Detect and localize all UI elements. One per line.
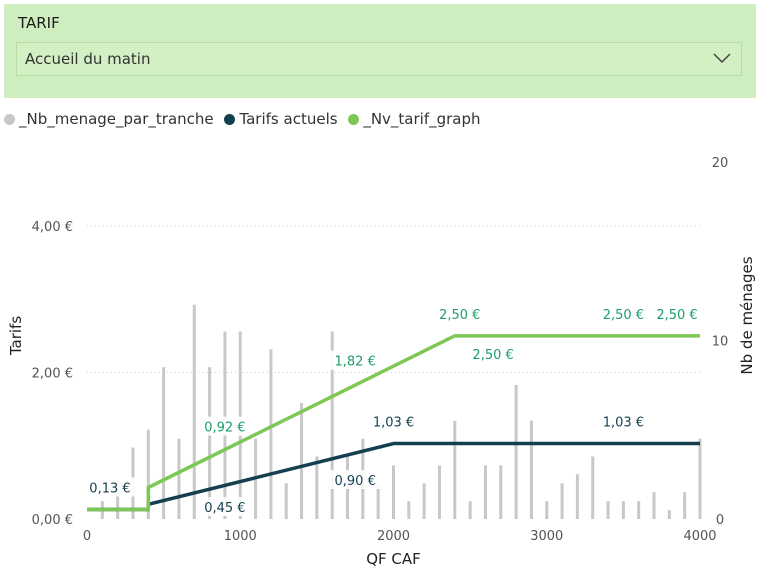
bar bbox=[621, 501, 625, 519]
bar bbox=[637, 501, 641, 519]
data-label-bg bbox=[199, 497, 250, 517]
legend-dot-current bbox=[224, 114, 236, 125]
data-label-bg bbox=[199, 416, 250, 436]
chart-legend: _Nb_menage_par_tranche Tarifs actuels _N… bbox=[4, 110, 487, 130]
bar bbox=[698, 438, 702, 519]
bar bbox=[560, 483, 564, 519]
bar bbox=[529, 420, 533, 519]
legend-item-new[interactable]: _Nv_tarif_graph bbox=[348, 110, 481, 128]
legend-item-bars[interactable]: _Nb_menage_par_tranche bbox=[4, 110, 214, 128]
data-label-bg bbox=[598, 411, 649, 431]
data-label-bg bbox=[84, 477, 135, 497]
y2-tick-label: 10 bbox=[712, 334, 729, 349]
data-label: 2,50 € bbox=[472, 348, 513, 363]
y2-axis-title: Nb de ménages bbox=[738, 256, 756, 374]
x-axis-title: QF CAF bbox=[366, 550, 421, 568]
y-tick-label: 2,00 € bbox=[32, 366, 73, 381]
data-label: 0,13 € bbox=[89, 481, 130, 496]
bar bbox=[269, 349, 273, 519]
bar bbox=[483, 465, 487, 519]
bar bbox=[162, 367, 166, 519]
bar bbox=[499, 465, 503, 519]
data-label: 1,03 € bbox=[603, 416, 644, 431]
bar bbox=[468, 501, 472, 519]
bar bbox=[284, 483, 288, 519]
data-label: 2,50 € bbox=[603, 308, 644, 323]
bar bbox=[422, 483, 426, 519]
bar bbox=[208, 367, 212, 519]
bar bbox=[437, 465, 441, 519]
x-tick-label: 0 bbox=[83, 529, 91, 544]
bar bbox=[146, 429, 150, 519]
y2-tick-label: 20 bbox=[712, 156, 729, 171]
bar bbox=[116, 483, 120, 519]
y-tick-label: 0,00 € bbox=[32, 513, 73, 528]
bar bbox=[330, 331, 334, 519]
bar bbox=[667, 510, 671, 519]
bar bbox=[514, 385, 518, 519]
legend-dot-bars bbox=[4, 114, 15, 125]
data-label-bg bbox=[598, 303, 649, 323]
legend-item-current[interactable]: Tarifs actuels bbox=[224, 110, 338, 128]
legend-label-new: _Nv_tarif_graph bbox=[363, 110, 481, 128]
y2-tick-label: 0 bbox=[716, 513, 724, 528]
bar bbox=[315, 456, 319, 519]
bar bbox=[300, 402, 304, 519]
bar bbox=[392, 465, 395, 519]
legend-label-current: Tarifs actuels bbox=[239, 110, 338, 128]
bar bbox=[545, 501, 549, 519]
bar bbox=[177, 438, 181, 519]
slicer-title: TARIF bbox=[18, 14, 60, 32]
x-tick-label: 2000 bbox=[377, 529, 410, 544]
y-tick-label: 4,00 € bbox=[32, 220, 73, 235]
bar bbox=[575, 474, 579, 519]
data-label: 1,03 € bbox=[373, 416, 414, 431]
dropdown-selected-value: Accueil du matin bbox=[25, 50, 151, 68]
legend-dot-new bbox=[348, 114, 360, 125]
data-label: 2,50 € bbox=[656, 308, 697, 323]
data-label: 2,50 € bbox=[439, 308, 480, 323]
bar bbox=[606, 501, 610, 519]
tarif-dropdown[interactable]: Accueil du matin bbox=[16, 42, 742, 76]
data-label: 0,92 € bbox=[204, 421, 245, 436]
bar bbox=[591, 456, 595, 519]
bar bbox=[192, 304, 196, 519]
bar bbox=[407, 501, 411, 519]
y-axis-title: Tarifs bbox=[7, 316, 25, 356]
data-label: 1,82 € bbox=[335, 355, 376, 370]
data-label-bg bbox=[434, 303, 485, 323]
series-line-new bbox=[87, 334, 700, 512]
chevron-down-icon bbox=[713, 53, 731, 64]
data-label-bg bbox=[652, 303, 703, 323]
legend-label-bars: _Nb_menage_par_tranche bbox=[19, 110, 214, 128]
bar bbox=[652, 492, 656, 519]
bar bbox=[453, 420, 457, 519]
bar bbox=[683, 492, 687, 519]
x-tick-label: 4000 bbox=[683, 529, 716, 544]
data-label-bg bbox=[468, 343, 519, 363]
data-label: 0,45 € bbox=[204, 501, 245, 516]
tarif-slicer: TARIF Accueil du matin bbox=[4, 4, 756, 98]
data-label-bg bbox=[330, 470, 381, 490]
x-tick-label: 3000 bbox=[530, 529, 563, 544]
data-label: 0,90 € bbox=[335, 474, 376, 489]
x-tick-label: 1000 bbox=[224, 529, 257, 544]
bar bbox=[376, 483, 380, 519]
data-label-bg bbox=[368, 411, 419, 431]
data-label-bg bbox=[330, 350, 381, 370]
